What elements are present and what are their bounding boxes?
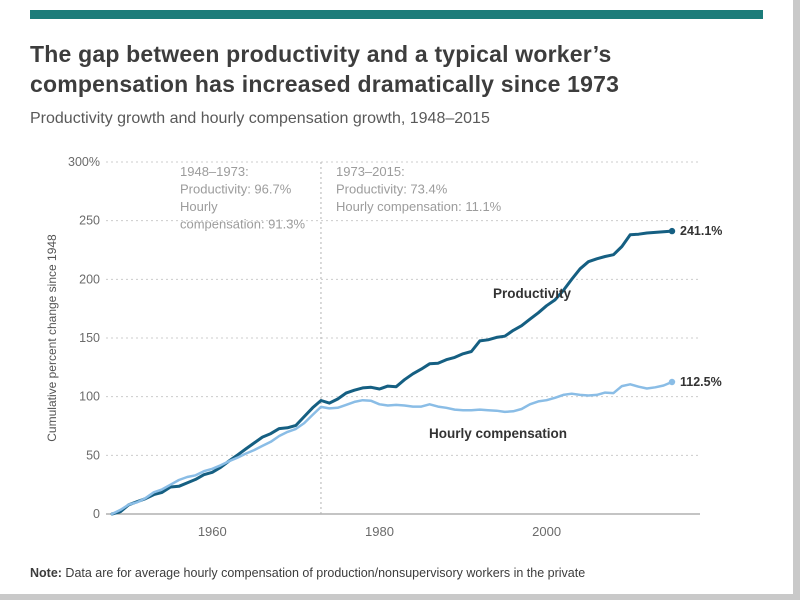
y-tick-label: 150: [79, 331, 100, 345]
productivity-line: [110, 229, 674, 516]
annotation-line: Hourly compensation: 11.1%: [336, 199, 502, 214]
series-end-dot: [668, 378, 676, 385]
accent-bar: [30, 10, 763, 19]
note-text: Data are for average hourly compensation…: [61, 565, 586, 580]
series-end-value-label: 112.5%: [680, 375, 722, 389]
y-tick-label: 250: [79, 213, 100, 227]
line-chart: 0 50 100 150 200 250 300% 1960 1980 2000 Cumulativ…: [45, 155, 722, 539]
x-tick-label: 2000: [532, 524, 561, 539]
annotation-line: Hourly: [180, 199, 218, 214]
y-tick-label: 100: [79, 389, 100, 403]
annotation-line: Productivity: 96.7%: [180, 181, 292, 196]
y-axis-label: Cumulative percent change since 1948: [45, 234, 59, 442]
chart-subtitle: Productivity growth and hourly compensat…: [30, 109, 490, 127]
y-tick-label: 200: [79, 272, 100, 286]
chart-area: 0 50 100 150 200 250 300% 1960 1980 2000 Cumulativ…: [40, 138, 763, 561]
annotation-line: Productivity: 73.4%: [336, 181, 448, 196]
x-tick-label: 1980: [365, 524, 394, 539]
series-end-dot: [668, 227, 676, 235]
y-tick-label: 50: [86, 448, 100, 462]
note-label: Note:: [30, 565, 62, 580]
y-tick-label: 300%: [68, 155, 100, 169]
compensation-line: [110, 380, 674, 515]
x-tick-label: 1960: [198, 524, 227, 539]
y-tick-label: 0: [93, 507, 100, 521]
annotation-line: 1948–1973:: [180, 164, 249, 179]
series-name-label: Hourly compensation: [429, 426, 567, 441]
annotation-line: compensation: 91.3%: [180, 216, 305, 231]
series-name-label: Productivity: [493, 286, 572, 301]
series-end-value-label: 241.1%: [680, 224, 722, 238]
annotation-line: 1973–2015:: [336, 164, 405, 179]
note: Note: Data are for average hourly compen…: [30, 565, 763, 582]
chart-title: The gap between productivity and a typic…: [30, 41, 620, 98]
